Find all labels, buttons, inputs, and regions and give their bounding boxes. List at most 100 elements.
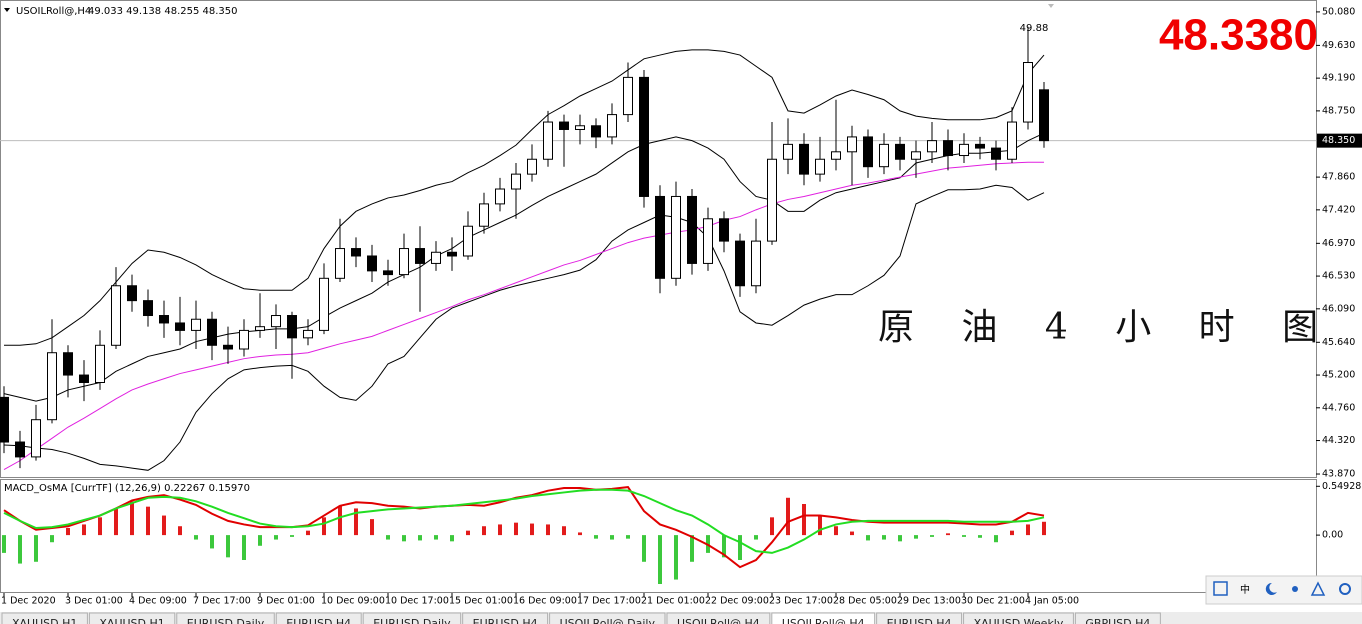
- tab[interactable]: EURUSD,H4: [462, 612, 549, 624]
- osma-bar: [482, 526, 486, 536]
- candle-body: [31, 419, 41, 458]
- candle-body: [479, 203, 489, 227]
- osma-bar: [146, 506, 150, 536]
- osma-bar: [498, 524, 502, 536]
- chart-caption: 原 油 4 小 时 图: [878, 307, 1336, 348]
- y-tick-label: 44.320: [1322, 435, 1355, 446]
- osma-bar: [658, 535, 662, 584]
- osma-bar: [722, 535, 726, 558]
- tab[interactable]: XAUUSD,H1: [1, 612, 88, 624]
- osma-bar: [434, 535, 438, 540]
- candle-body: [751, 240, 761, 287]
- osma-bar: [994, 535, 998, 543]
- tab[interactable]: GBPUSD,H4: [1074, 612, 1161, 624]
- tab-label: EURUSD,Daily: [187, 617, 265, 624]
- candle-body: [143, 300, 153, 317]
- tab[interactable]: USOILRoll@,H4: [666, 612, 771, 624]
- candle-body: [991, 147, 1001, 160]
- x-tick-label: 7 Dec 17:00: [193, 596, 251, 607]
- osma-bar: [594, 535, 598, 539]
- tab-label: XAUUSD,H1: [12, 617, 77, 624]
- candle-body: [271, 315, 281, 328]
- shift-marker: [1048, 4, 1054, 8]
- osma-bar: [946, 533, 950, 536]
- tab[interactable]: EURUSD,H4: [275, 612, 362, 624]
- x-tick-label: 15 Dec 01:00: [449, 596, 513, 607]
- x-tick-label: 30 Dec 21:00: [961, 596, 1025, 607]
- candle-body: [15, 441, 25, 458]
- candle-body: [687, 195, 697, 264]
- symbol-label: USOILRoll@,H4: [16, 6, 91, 17]
- toolbar-icon[interactable]: [1265, 582, 1277, 595]
- candle-body: [399, 248, 409, 276]
- osma-bar: [674, 535, 678, 580]
- indicator-line: [4, 49, 1045, 346]
- osma-bar: [914, 535, 918, 539]
- osma-bar: [466, 530, 470, 536]
- osma-bar: [514, 522, 518, 536]
- y-tick-label: 0.00: [1322, 530, 1343, 541]
- candle-body: [95, 344, 105, 383]
- osma-bar: [322, 517, 326, 536]
- x-tick-label: 16 Dec 09:00: [513, 596, 577, 607]
- tab-box: [88, 612, 176, 624]
- toolbar-box: [1205, 575, 1362, 605]
- tab[interactable]: EURUSD,Daily: [176, 612, 275, 624]
- osma-bar: [546, 524, 550, 536]
- osma-bar: [386, 535, 390, 540]
- osma-bar: [898, 535, 902, 542]
- toolbar-icon[interactable]: [1213, 581, 1228, 596]
- candle-body: [415, 248, 425, 264]
- candle-body: [815, 158, 825, 175]
- candle-body: [223, 344, 233, 350]
- tab[interactable]: USOILRoll@,H4: [771, 612, 876, 624]
- osma-bar: [786, 497, 790, 536]
- y-tick-label: 48.750: [1322, 105, 1355, 116]
- candle-body: [191, 318, 201, 331]
- candle-body: [495, 188, 505, 205]
- tab-label: USOILRoll@,Daily: [560, 617, 656, 624]
- y-tick-label: 49.630: [1322, 40, 1355, 51]
- tab[interactable]: EURUSD,H4: [876, 612, 963, 624]
- tab-box: [771, 612, 876, 624]
- x-tick-label: 28 Dec 05:00: [833, 596, 897, 607]
- osma-bar: [354, 508, 358, 536]
- osma-bar: [610, 535, 614, 540]
- candle-body: [127, 285, 137, 302]
- toolbar-icon[interactable]: [1310, 581, 1326, 596]
- candle-body: [335, 248, 345, 279]
- toolbar-lang[interactable]: 中: [1240, 583, 1250, 596]
- tab[interactable]: XAUUSD,Weekly: [963, 612, 1074, 624]
- y-tick-label: 45.640: [1322, 337, 1355, 348]
- osma-bar: [802, 504, 806, 536]
- candle-body: [559, 121, 569, 130]
- y-tick-label: 47.420: [1322, 204, 1355, 215]
- y-tick-label: 46.970: [1322, 238, 1355, 249]
- y-tick-label: 43.870: [1322, 469, 1355, 480]
- osma-bar: [338, 505, 342, 536]
- candle-body: [447, 251, 457, 257]
- toolbar-icon[interactable]: [1292, 586, 1298, 592]
- candle-body: [1007, 121, 1017, 160]
- candle-body: [719, 218, 729, 242]
- current-price-tag: [1317, 133, 1362, 148]
- osma-bar: [850, 531, 854, 536]
- osma-bar: [98, 517, 102, 536]
- tab[interactable]: EURUSD,Daily: [362, 612, 462, 624]
- osma-bar: [962, 535, 966, 537]
- price-overlay: 48.3380: [1159, 11, 1318, 60]
- candle-body: [111, 285, 121, 346]
- candle-body: [239, 329, 249, 350]
- macd-line: [3, 488, 1045, 554]
- x-tick-label: 17 Dec 17:00: [577, 596, 641, 607]
- osma-bar: [834, 526, 838, 536]
- toolbar-icon[interactable]: [1339, 583, 1351, 595]
- candle-body: [207, 318, 217, 346]
- tab-box: [462, 612, 549, 624]
- collapse-arrow[interactable]: [4, 8, 10, 12]
- osma-bar: [450, 535, 454, 542]
- tab[interactable]: XAUUSD,H1: [88, 612, 176, 624]
- tab[interactable]: USOILRoll@,Daily: [549, 612, 666, 624]
- candle-body: [287, 315, 297, 339]
